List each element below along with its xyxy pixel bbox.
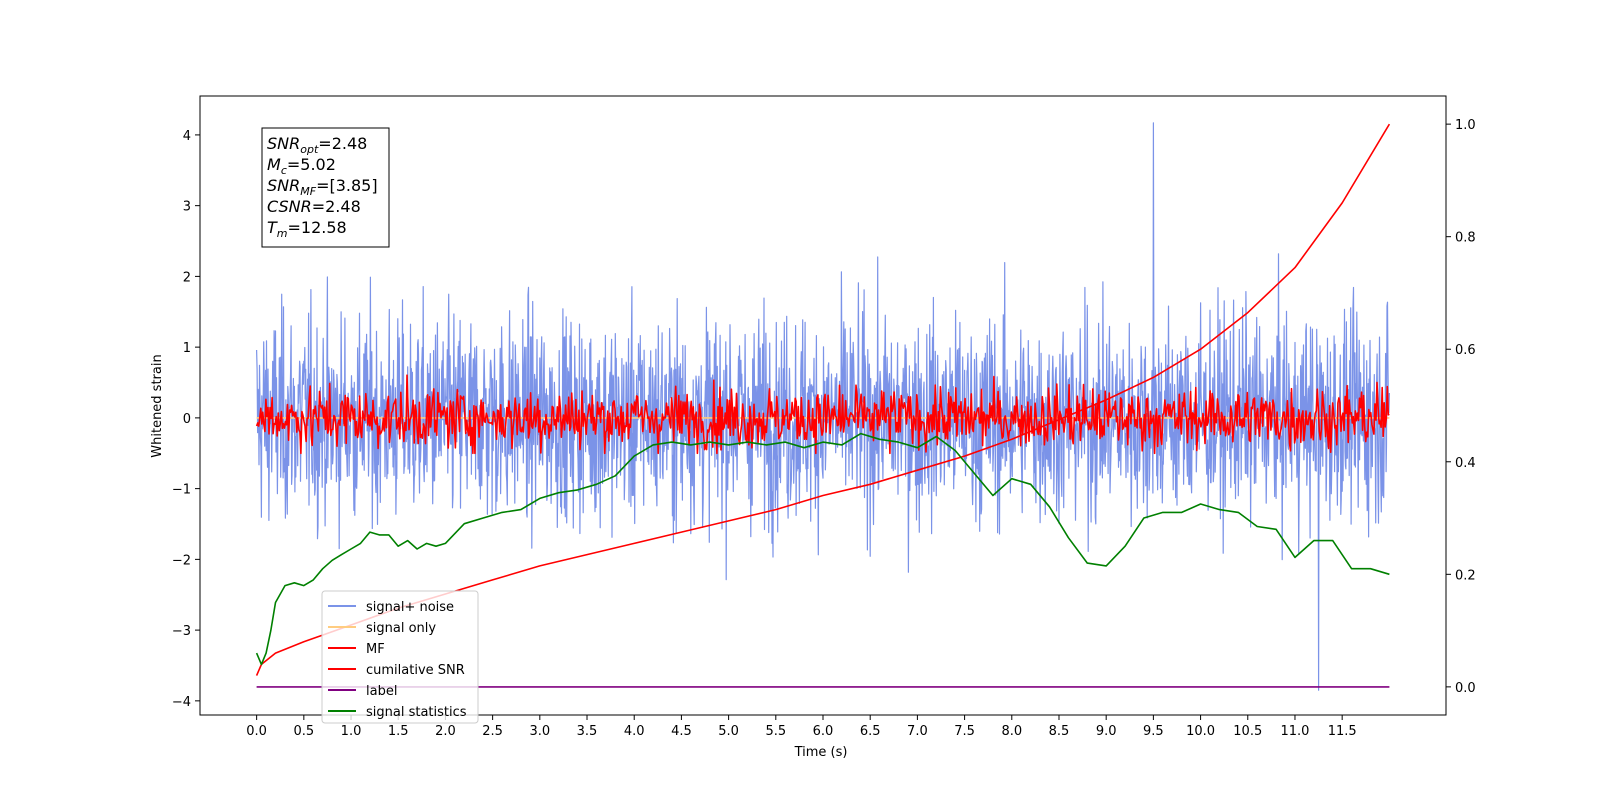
x-tick-label: 0.0 [246,724,267,739]
x-tick-label: 4.5 [671,724,692,739]
x-tick-label: 0.5 [293,724,314,739]
y-axis-label: Whitened strain [150,354,165,457]
x-tick-label: 1.5 [388,724,409,739]
x-tick-label: 8.0 [1001,724,1022,739]
legend: signal+ noise signal only MF cumilative SNR… [321,590,479,724]
y-left-tick-label: 4 [183,129,191,144]
x-tick-label: 10.5 [1233,724,1262,739]
x-tick-label: 10.0 [1186,724,1215,739]
y-right-tick-label: 0.0 [1455,681,1476,696]
x-tick-label: 1.0 [341,724,362,739]
stats-line: Mc=5.02 [267,155,336,177]
legend-label: signal statistics [366,705,467,720]
y-left-tick-label: 1 [183,341,191,356]
x-tick-label: 9.0 [1096,724,1117,739]
stats-box-frame [261,127,390,248]
legend-frame [321,590,479,724]
legend-label: cumilative SNR [366,663,465,678]
y-right-tick-label: 1.0 [1455,118,1476,133]
y-right-tick-label: 0.8 [1455,231,1476,246]
stats-line: SNRopt=2.48 [267,134,367,156]
x-tick-label: 5.5 [765,724,786,739]
series-line-signal-statistics [255,432,1390,666]
series-line-signal-noise [256,122,1390,691]
y-right-tick-label: 0.2 [1455,568,1476,583]
stats-line: Tm=12.58 [267,218,347,240]
x-tick-label: 6.0 [813,724,834,739]
y-left-tick-label: 0 [183,412,191,427]
x-tick-label: 11.0 [1280,724,1309,739]
y-right-tick-label: 0.6 [1455,343,1476,358]
x-tick-label: 2.5 [482,724,503,739]
x-tick-label: 7.5 [954,724,975,739]
y-left-tick-label: −4 [172,695,191,710]
legend-label: MF [366,642,385,657]
x-axis: 0.0 0.5 1.0 1.5 2.0 2.5 3.0 3.5 4.0 4.5 5.0 5.5 6.0 6… [246,715,1357,739]
x-axis-label: Time (s) [794,745,848,760]
y-left-tick-label: −1 [172,483,191,498]
legend-label: label [366,684,397,699]
x-tick-label: 3.0 [529,724,550,739]
x-tick-label: 3.5 [577,724,598,739]
legend-label: signal+ noise [366,600,454,615]
y-axis-right: 0.0 0.2 0.4 0.6 0.8 1.0 [1446,118,1476,696]
y-left-tick-label: 3 [183,200,191,215]
x-tick-label: 4.0 [624,724,645,739]
y-left-tick-label: −3 [172,624,191,639]
x-tick-label: 6.5 [860,724,881,739]
series-line-mf [255,374,1390,455]
y-right-tick-label: 0.4 [1455,456,1476,471]
stats-line: SNRMF=[3.85] [267,176,378,198]
x-tick-label: 5.0 [718,724,739,739]
y-left-tick-label: 2 [183,270,191,285]
x-tick-label: 7.0 [907,724,928,739]
legend-label: signal only [366,621,436,636]
x-tick-label: 11.5 [1328,724,1357,739]
y-axis-left: −4 −3 −2 −1 0 1 2 3 4 [172,129,200,710]
y-left-tick-label: −2 [172,553,191,568]
x-tick-label: 9.5 [1143,724,1164,739]
x-tick-label: 2.0 [435,724,456,739]
x-tick-label: 8.5 [1049,724,1070,739]
stats-line: CSNR=2.48 [267,197,361,216]
